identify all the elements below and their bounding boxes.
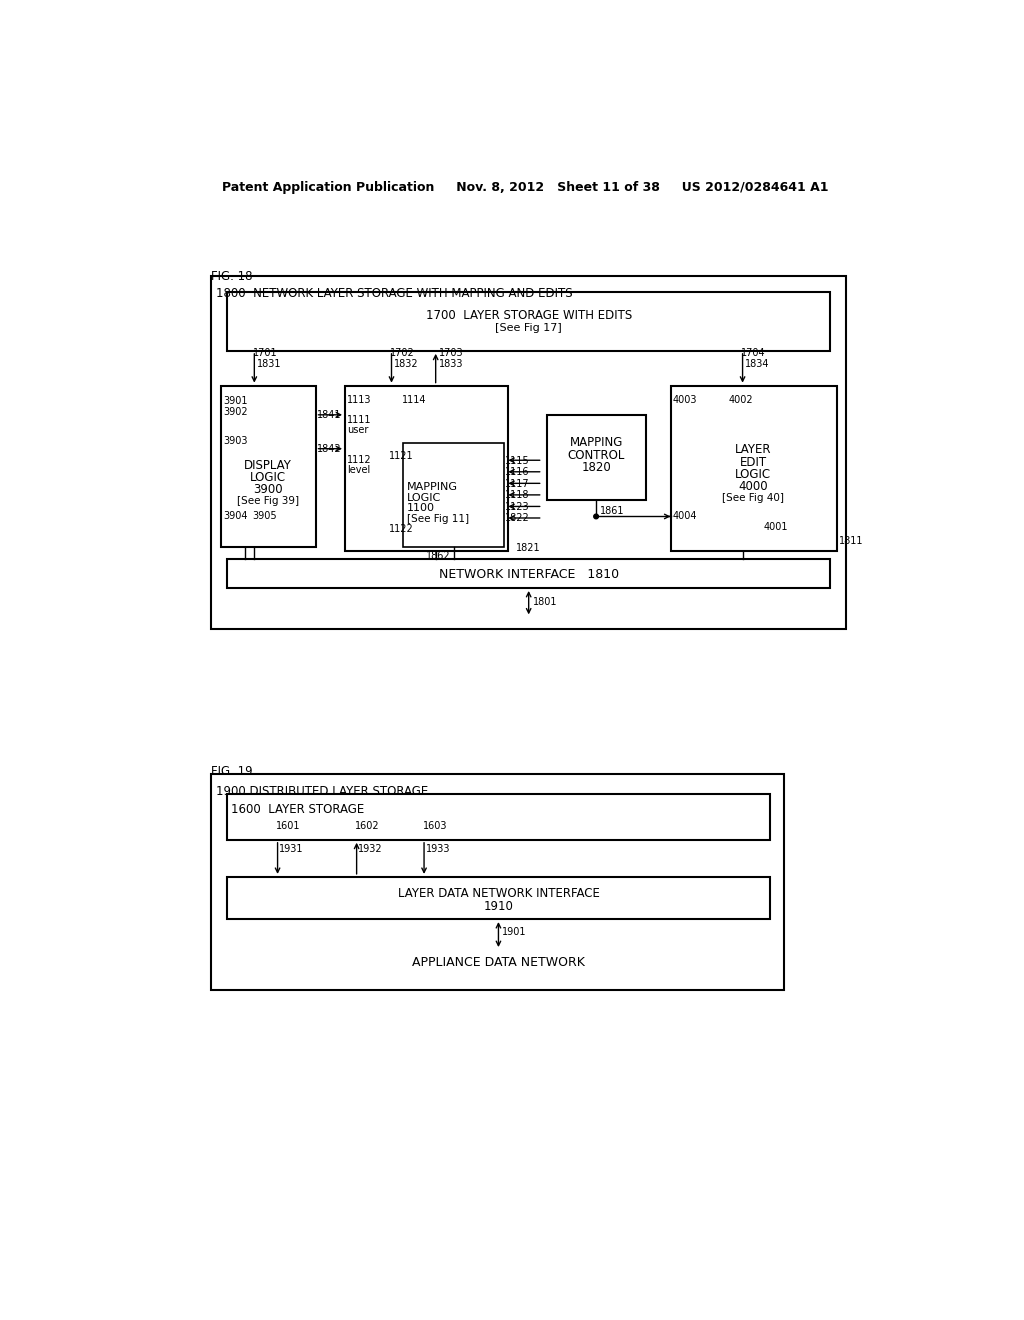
Text: 1800  NETWORK LAYER STORAGE WITH MAPPING AND EDITS: 1800 NETWORK LAYER STORAGE WITH MAPPING … xyxy=(216,286,572,300)
Text: EDIT: EDIT xyxy=(740,455,767,469)
Text: 1123: 1123 xyxy=(506,502,530,512)
Text: 1833: 1833 xyxy=(438,359,463,368)
Text: 1702: 1702 xyxy=(390,348,415,358)
Text: FIG. 18: FIG. 18 xyxy=(211,271,253,282)
Text: 3903: 3903 xyxy=(223,436,248,446)
Text: 1603: 1603 xyxy=(423,821,447,832)
Bar xyxy=(211,775,784,990)
Text: 1704: 1704 xyxy=(741,348,766,358)
Text: 1801: 1801 xyxy=(532,598,557,607)
Text: 1832: 1832 xyxy=(394,359,419,368)
Text: LAYER DATA NETWORK INTERFACE: LAYER DATA NETWORK INTERFACE xyxy=(397,887,599,900)
Text: 4000: 4000 xyxy=(738,480,768,494)
Text: DISPLAY: DISPLAY xyxy=(245,459,292,471)
Text: 1118: 1118 xyxy=(506,490,530,500)
Text: LOGIC: LOGIC xyxy=(250,471,287,484)
Text: 1861: 1861 xyxy=(600,507,625,516)
Text: 4002: 4002 xyxy=(729,395,754,405)
Text: LOGIC: LOGIC xyxy=(407,492,441,503)
Text: 1834: 1834 xyxy=(744,359,769,368)
Circle shape xyxy=(594,515,598,519)
Text: level: level xyxy=(347,465,371,475)
Text: 1831: 1831 xyxy=(257,359,282,368)
Text: 1701: 1701 xyxy=(253,348,278,358)
Text: 1820: 1820 xyxy=(582,461,611,474)
Text: MAPPING: MAPPING xyxy=(407,482,458,492)
Text: 1900 DISTRIBUTED LAYER STORAGE: 1900 DISTRIBUTED LAYER STORAGE xyxy=(216,785,428,799)
Text: 1932: 1932 xyxy=(358,843,383,854)
Bar xyxy=(227,876,770,919)
Bar xyxy=(345,385,508,552)
Bar xyxy=(227,293,830,351)
Text: 1117: 1117 xyxy=(506,479,530,488)
Text: 3905: 3905 xyxy=(252,511,276,521)
Bar xyxy=(227,793,770,840)
Bar xyxy=(221,385,315,548)
Text: 1114: 1114 xyxy=(401,395,426,405)
Text: [See Fig 17]: [See Fig 17] xyxy=(496,323,562,333)
Text: 1822: 1822 xyxy=(506,513,530,523)
Text: 1700  LAYER STORAGE WITH EDITS: 1700 LAYER STORAGE WITH EDITS xyxy=(426,309,632,322)
Text: 1933: 1933 xyxy=(426,843,451,854)
Bar xyxy=(403,444,504,548)
Text: [See Fig 39]: [See Fig 39] xyxy=(238,496,299,506)
Text: 4001: 4001 xyxy=(764,521,788,532)
Text: 1111: 1111 xyxy=(347,414,372,425)
Bar xyxy=(211,276,847,628)
Text: 1100: 1100 xyxy=(407,503,435,513)
Text: 4004: 4004 xyxy=(673,511,697,521)
Text: 1862: 1862 xyxy=(426,552,451,561)
Text: 1601: 1601 xyxy=(276,821,300,832)
Text: LAYER: LAYER xyxy=(735,444,772,457)
Text: 1811: 1811 xyxy=(839,536,863,545)
Text: APPLIANCE DATA NETWORK: APPLIANCE DATA NETWORK xyxy=(412,956,585,969)
Text: 3902: 3902 xyxy=(223,407,248,417)
Text: 3901: 3901 xyxy=(223,396,248,407)
Text: Patent Application Publication     Nov. 8, 2012   Sheet 11 of 38     US 2012/028: Patent Application Publication Nov. 8, 2… xyxy=(221,181,828,194)
Text: 1113: 1113 xyxy=(347,395,372,405)
Text: 1910: 1910 xyxy=(483,900,513,913)
Text: 1116: 1116 xyxy=(506,467,530,477)
Text: 1112: 1112 xyxy=(347,455,372,465)
Text: 1122: 1122 xyxy=(389,524,414,535)
Text: 3900: 3900 xyxy=(254,483,283,496)
Text: MAPPING: MAPPING xyxy=(569,437,623,449)
Text: 3904: 3904 xyxy=(223,511,248,521)
Text: 1115: 1115 xyxy=(506,455,530,466)
Text: NETWORK INTERFACE   1810: NETWORK INTERFACE 1810 xyxy=(438,568,618,581)
Text: CONTROL: CONTROL xyxy=(567,449,625,462)
Text: 1842: 1842 xyxy=(317,444,342,454)
Text: 1600  LAYER STORAGE: 1600 LAYER STORAGE xyxy=(231,803,365,816)
Text: 1703: 1703 xyxy=(438,348,464,358)
Bar xyxy=(547,414,646,499)
Text: 1821: 1821 xyxy=(515,544,540,553)
Text: LOGIC: LOGIC xyxy=(735,469,771,480)
Text: 4003: 4003 xyxy=(673,395,697,405)
Text: [See Fig 11]: [See Fig 11] xyxy=(407,515,469,524)
Text: 1121: 1121 xyxy=(389,451,414,461)
Text: 1841: 1841 xyxy=(317,411,342,420)
Text: FIG. 19: FIG. 19 xyxy=(211,766,253,779)
Bar xyxy=(227,558,830,589)
Text: 1931: 1931 xyxy=(280,843,304,854)
Bar xyxy=(671,385,838,552)
Text: user: user xyxy=(347,425,369,434)
Text: [See Fig 40]: [See Fig 40] xyxy=(722,492,784,503)
Text: 1602: 1602 xyxy=(355,821,380,832)
Text: 1901: 1901 xyxy=(503,927,526,937)
